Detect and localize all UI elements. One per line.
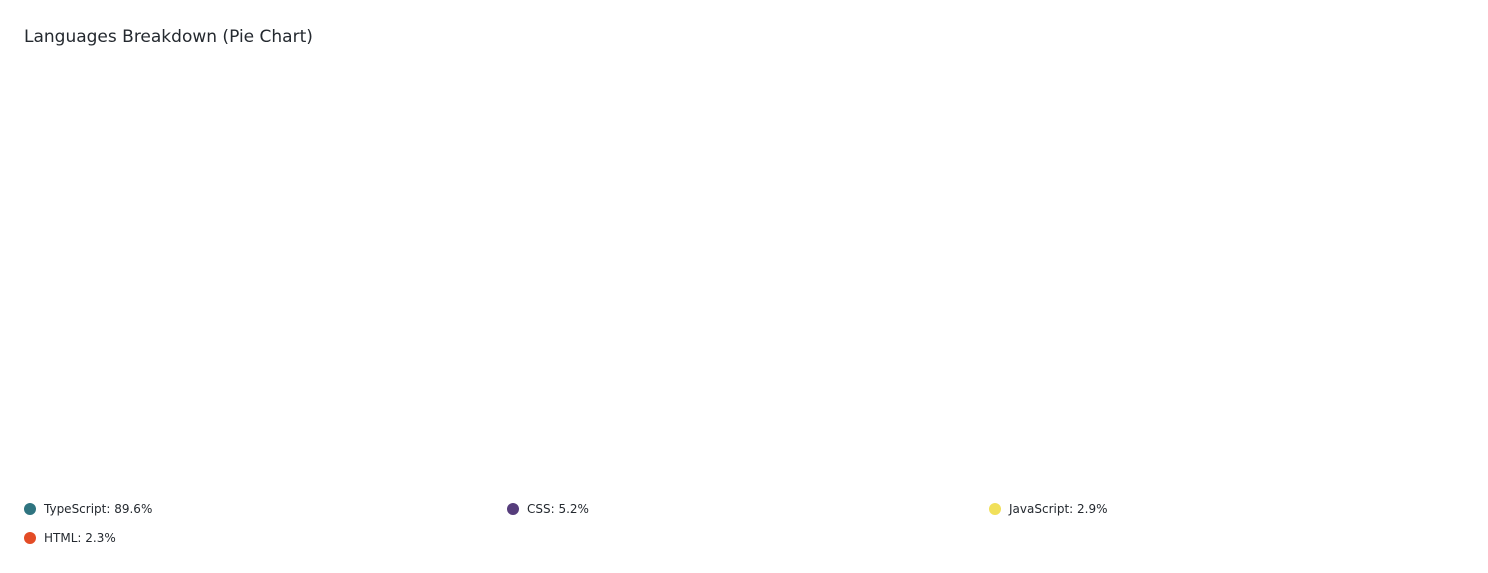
legend-label-javascript: JavaScript: 2.9% [1009,502,1108,516]
legend-item-html: HTML: 2.3% [24,529,507,547]
legend-swatch-css [507,503,519,515]
chart-title: Languages Breakdown (Pie Chart) [24,27,313,47]
legend-swatch-typescript [24,503,36,515]
chart-legend: TypeScript: 89.6% CSS: 5.2% JavaScript: … [24,500,1474,558]
legend-label-css: CSS: 5.2% [527,502,589,516]
legend-label-html: HTML: 2.3% [44,531,116,545]
legend-item-javascript: JavaScript: 2.9% [989,500,1474,518]
pie-chart-plot-area [24,70,1464,480]
legend-swatch-html [24,532,36,544]
legend-item-typescript: TypeScript: 89.6% [24,500,507,518]
legend-swatch-javascript [989,503,1001,515]
legend-label-typescript: TypeScript: 89.6% [44,502,153,516]
legend-item-css: CSS: 5.2% [507,500,989,518]
